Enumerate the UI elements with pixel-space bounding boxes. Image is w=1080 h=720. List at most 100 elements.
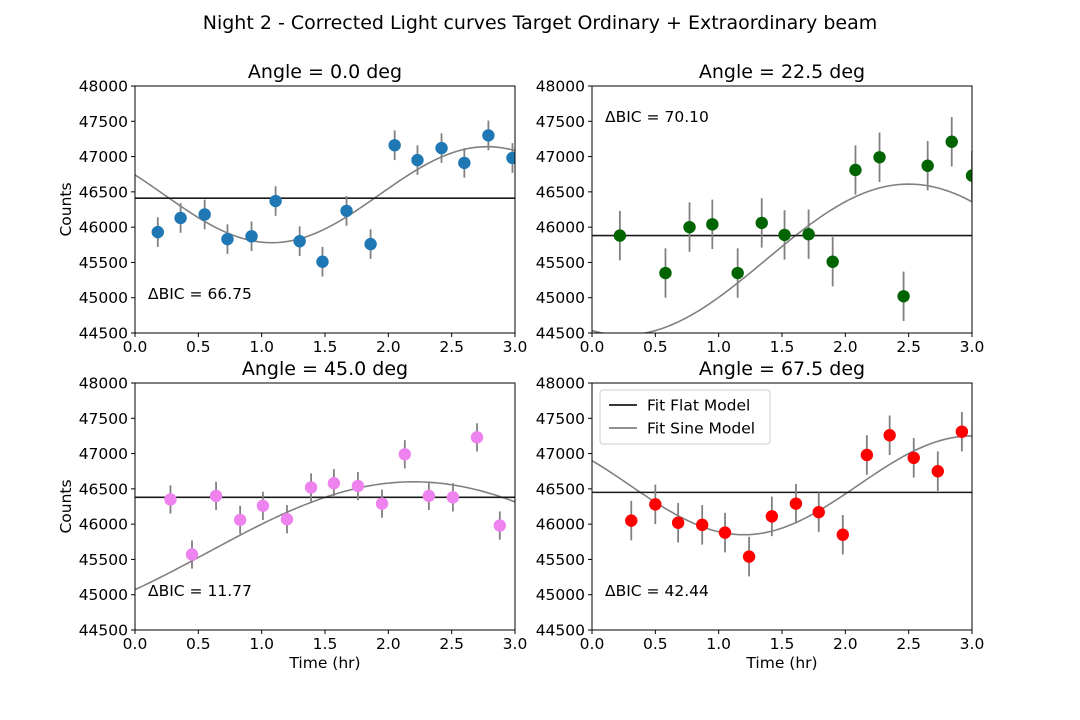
data-point xyxy=(151,225,164,239)
delta-bic-annotation: ΔBIC = 42.44 xyxy=(605,582,709,600)
data-point xyxy=(826,255,839,268)
data-point xyxy=(613,229,627,242)
y-tick-label: 44500 xyxy=(536,325,585,343)
legend: Fit Flat Model Fit Sine Model xyxy=(599,389,771,445)
legend-sine-model-label: Fit Sine Model xyxy=(647,420,755,438)
data-point xyxy=(955,425,969,438)
plot-area xyxy=(592,411,972,577)
data-point xyxy=(411,153,424,167)
x-tick-label: 1.5 xyxy=(313,635,338,653)
data-point xyxy=(398,448,411,461)
data-point xyxy=(327,477,341,490)
x-tick-label: 2.0 xyxy=(376,635,401,653)
y-tick-label: 47000 xyxy=(536,445,585,463)
y-tick-label: 46500 xyxy=(79,480,128,498)
data-point xyxy=(493,519,506,532)
y-tick-label: 45500 xyxy=(536,551,585,569)
y-tick-label: 47500 xyxy=(79,410,128,428)
y-tick-label: 44500 xyxy=(79,325,128,343)
y-tick-label: 45000 xyxy=(536,289,585,307)
x-tick-label: 2.5 xyxy=(896,338,921,356)
y-tick-label: 46500 xyxy=(79,183,128,201)
data-point xyxy=(778,228,791,242)
data-point xyxy=(812,505,825,519)
x-tick-label: 2.5 xyxy=(439,338,464,356)
data-point xyxy=(742,550,756,563)
x-tick-label: 1.5 xyxy=(770,635,795,653)
panels: Angle = 0.0 deg 0.0 0.5 1.0 1.5 2.0 2.5 3.0 4450… xyxy=(57,61,984,672)
y-tick-label: 47000 xyxy=(536,148,585,166)
data-point xyxy=(659,266,672,280)
y-tick-label: 47000 xyxy=(79,445,128,463)
data-point xyxy=(482,129,495,142)
data-point xyxy=(174,211,187,225)
x-tick-label: 1.0 xyxy=(249,338,274,356)
legend-flat-model-label: Fit Flat Model xyxy=(647,397,750,415)
data-point xyxy=(256,499,270,512)
panel-2: Angle = 22.5 deg 0.0 0.5 1.0 1.5 2.0 2.5 3.0 445… xyxy=(536,61,985,356)
data-point xyxy=(375,497,389,510)
x-tick-label: 3.0 xyxy=(503,635,528,653)
x-tick-label: 0.5 xyxy=(186,635,211,653)
data-point xyxy=(458,156,471,170)
data-point xyxy=(671,516,685,529)
y-tick-label: 44500 xyxy=(536,622,585,640)
x-tick-label: 0.5 xyxy=(643,635,668,653)
data-point xyxy=(873,151,886,164)
data-point xyxy=(280,513,294,526)
data-point xyxy=(340,204,353,218)
panel-title: Angle = 67.5 deg xyxy=(699,358,865,380)
x-tick-label: 0.0 xyxy=(580,635,605,653)
x-tick-label: 1.0 xyxy=(706,635,731,653)
data-point xyxy=(765,510,779,523)
delta-bic-annotation: ΔBIC = 11.77 xyxy=(148,582,252,600)
data-point xyxy=(802,228,815,241)
data-point xyxy=(293,235,306,248)
x-tick-label: 0.0 xyxy=(123,635,148,653)
y-tick-label: 45000 xyxy=(79,289,128,307)
y-tick-label: 46000 xyxy=(79,516,128,534)
y-tick-label: 47500 xyxy=(536,410,585,428)
y-tick-label: 45500 xyxy=(79,551,128,569)
data-point xyxy=(731,266,744,280)
x-axis-label: Time (hr) xyxy=(288,654,360,672)
x-tick-label: 3.0 xyxy=(960,635,985,653)
y-tick-label: 44500 xyxy=(79,622,128,640)
y-tick-label: 48000 xyxy=(536,375,585,393)
data-point xyxy=(164,493,177,506)
delta-bic-annotation: ΔBIC = 70.10 xyxy=(605,108,709,126)
x-tick-label: 0.0 xyxy=(123,338,148,356)
data-point xyxy=(185,548,199,561)
data-point xyxy=(836,528,849,541)
data-point xyxy=(945,135,958,148)
data-point xyxy=(269,194,282,208)
data-point xyxy=(706,218,719,231)
y-tick-label: 47000 xyxy=(79,148,128,166)
y-tick-label: 48000 xyxy=(79,78,128,96)
y-tick-label: 46000 xyxy=(79,219,128,237)
data-point xyxy=(931,465,944,478)
data-point xyxy=(883,429,896,442)
data-point xyxy=(860,448,874,462)
x-axis-label: Time (hr) xyxy=(745,654,817,672)
data-point xyxy=(435,141,448,155)
data-point xyxy=(849,163,862,177)
x-tick-label: 1.0 xyxy=(249,635,274,653)
data-point xyxy=(304,481,318,494)
x-tick-label: 2.0 xyxy=(833,338,858,356)
x-tick-label: 2.0 xyxy=(376,338,401,356)
data-point xyxy=(965,169,972,182)
y-axis-label: Counts xyxy=(57,182,75,236)
y-tick-label: 46000 xyxy=(536,516,585,534)
data-point xyxy=(364,237,377,251)
data-point xyxy=(233,513,247,527)
y-tick-label: 48000 xyxy=(79,375,128,393)
data-point xyxy=(388,139,401,152)
panel-3: Angle = 45.0 deg 0.0 0.5 1.0 1.5 2.0 2.5 3.0 445… xyxy=(57,358,527,672)
panel-1: Angle = 0.0 deg 0.0 0.5 1.0 1.5 2.0 2.5 3.0 4450… xyxy=(57,61,527,356)
y-tick-label: 45000 xyxy=(536,586,585,604)
data-point xyxy=(696,518,709,532)
data-point xyxy=(198,208,211,221)
data-point xyxy=(897,290,910,303)
